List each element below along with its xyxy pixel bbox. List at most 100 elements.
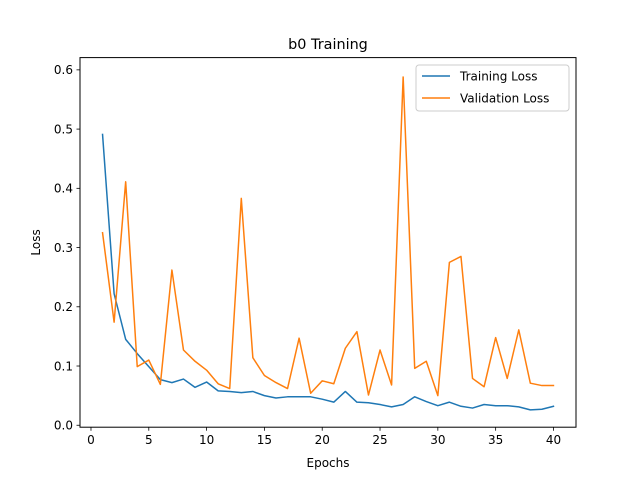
data-point-validation-loss-11 [217,383,219,385]
y-axis-label: Loss [29,229,43,255]
y-tick-label: 0.6 [54,63,73,77]
data-point-training-loss-29 [426,401,428,403]
data-point-validation-loss-32 [460,256,462,258]
data-point-training-loss-28 [414,396,416,398]
data-point-validation-loss-34 [483,386,485,388]
data-point-training-loss-34 [483,404,485,406]
legend: Training Loss Validation Loss [415,64,570,112]
x-tick-label: 30 [430,433,445,447]
data-point-validation-loss-37 [518,329,520,331]
data-point-validation-loss-27 [402,76,404,78]
data-point-validation-loss-20 [321,380,323,382]
data-point-training-loss-26 [391,406,393,408]
data-point-training-loss-20 [321,398,323,400]
legend-label-validation-loss: Validation Loss [460,92,549,106]
data-point-validation-loss-7 [171,269,173,271]
data-point-training-loss-39 [541,409,543,411]
data-point-validation-loss-19 [310,393,312,395]
data-point-validation-loss-13 [241,198,243,200]
data-point-validation-loss-39 [541,385,543,387]
series-line-validation-loss [101,76,555,397]
y-tick-label: 0.0 [54,419,73,433]
data-point-validation-loss-5 [148,359,150,361]
chart-title: b0 Training [288,37,368,53]
data-point-training-loss-5 [148,366,150,368]
data-point-training-loss-12 [229,391,231,393]
data-point-training-loss-2 [113,293,115,295]
data-point-validation-loss-23 [356,331,358,333]
data-point-training-loss-40 [553,406,555,408]
data-point-validation-loss-12 [229,388,231,390]
data-point-validation-loss-6 [160,384,162,386]
legend-label-training-loss: Training Loss [459,70,537,84]
legend-box [415,64,570,112]
data-point-validation-loss-26 [391,384,393,386]
data-point-training-loss-13 [241,392,243,394]
x-tick-label: 15 [257,433,272,447]
data-point-validation-loss-14 [252,357,254,359]
y-tick-label: 0.5 [54,122,73,136]
axes-frame [79,57,577,428]
data-point-training-loss-38 [530,409,532,411]
data-point-validation-loss-2 [113,321,115,323]
data-point-training-loss-18 [298,396,300,398]
data-point-training-loss-14 [252,391,254,393]
data-point-training-loss-7 [171,382,173,384]
data-point-validation-loss-17 [287,388,289,390]
data-point-training-loss-22 [345,391,347,393]
data-point-training-loss-33 [472,407,474,409]
data-point-validation-loss-18 [298,337,300,339]
data-point-validation-loss-15 [264,375,266,377]
data-point-validation-loss-33 [472,378,474,380]
y-tick-label: 0.4 [54,182,73,196]
data-point-validation-loss-9 [194,361,196,363]
data-point-validation-loss-4 [136,366,138,368]
data-point-training-loss-30 [437,405,439,407]
x-tick-label: 10 [199,433,214,447]
data-point-training-loss-9 [194,387,196,389]
y-tick-label: 0.1 [54,359,73,373]
data-point-validation-loss-30 [437,395,439,397]
data-point-validation-loss-16 [275,382,277,384]
data-point-training-loss-36 [506,405,508,407]
data-point-validation-loss-29 [426,361,428,363]
data-point-training-loss-31 [449,401,451,403]
data-point-validation-loss-24 [368,394,370,396]
data-point-training-loss-32 [460,406,462,408]
y-axis-ticks: 0.0 0.1 0.2 0.3 0.4 0.5 0.6 [54,63,80,433]
data-point-validation-loss-1 [102,232,104,234]
y-tick-label: 0.3 [54,241,73,255]
data-point-training-loss-37 [518,406,520,408]
x-axis-ticks: 0 5 10 15 20 25 30 35 40 [87,427,561,447]
data-point-validation-loss-31 [449,262,451,264]
data-point-training-loss-23 [356,401,358,403]
data-point-validation-loss-38 [530,382,532,384]
data-point-training-loss-16 [275,397,277,399]
data-point-training-loss-17 [287,396,289,398]
data-point-training-loss-25 [379,404,381,406]
data-point-training-loss-11 [217,390,219,392]
x-tick-label: 0 [87,433,95,447]
x-tick-label: 35 [488,433,503,447]
data-point-validation-loss-28 [414,368,416,370]
data-point-validation-loss-10 [206,369,208,371]
data-point-validation-loss-35 [495,337,497,339]
data-point-validation-loss-22 [345,348,347,350]
x-tick-label: 25 [372,433,387,447]
data-point-validation-loss-36 [506,378,508,380]
data-point-validation-loss-3 [125,181,127,183]
data-point-training-loss-3 [125,339,127,341]
data-point-validation-loss-40 [553,385,555,387]
x-tick-label: 5 [145,433,153,447]
x-tick-label: 40 [546,433,561,447]
y-tick-label: 0.2 [54,300,73,314]
data-point-training-loss-21 [333,401,335,403]
data-point-training-loss-24 [368,402,370,404]
data-point-validation-loss-8 [183,349,185,351]
data-point-training-loss-35 [495,405,497,407]
data-point-training-loss-15 [264,395,266,397]
data-point-training-loss-8 [183,378,185,380]
data-point-validation-loss-25 [379,349,381,351]
